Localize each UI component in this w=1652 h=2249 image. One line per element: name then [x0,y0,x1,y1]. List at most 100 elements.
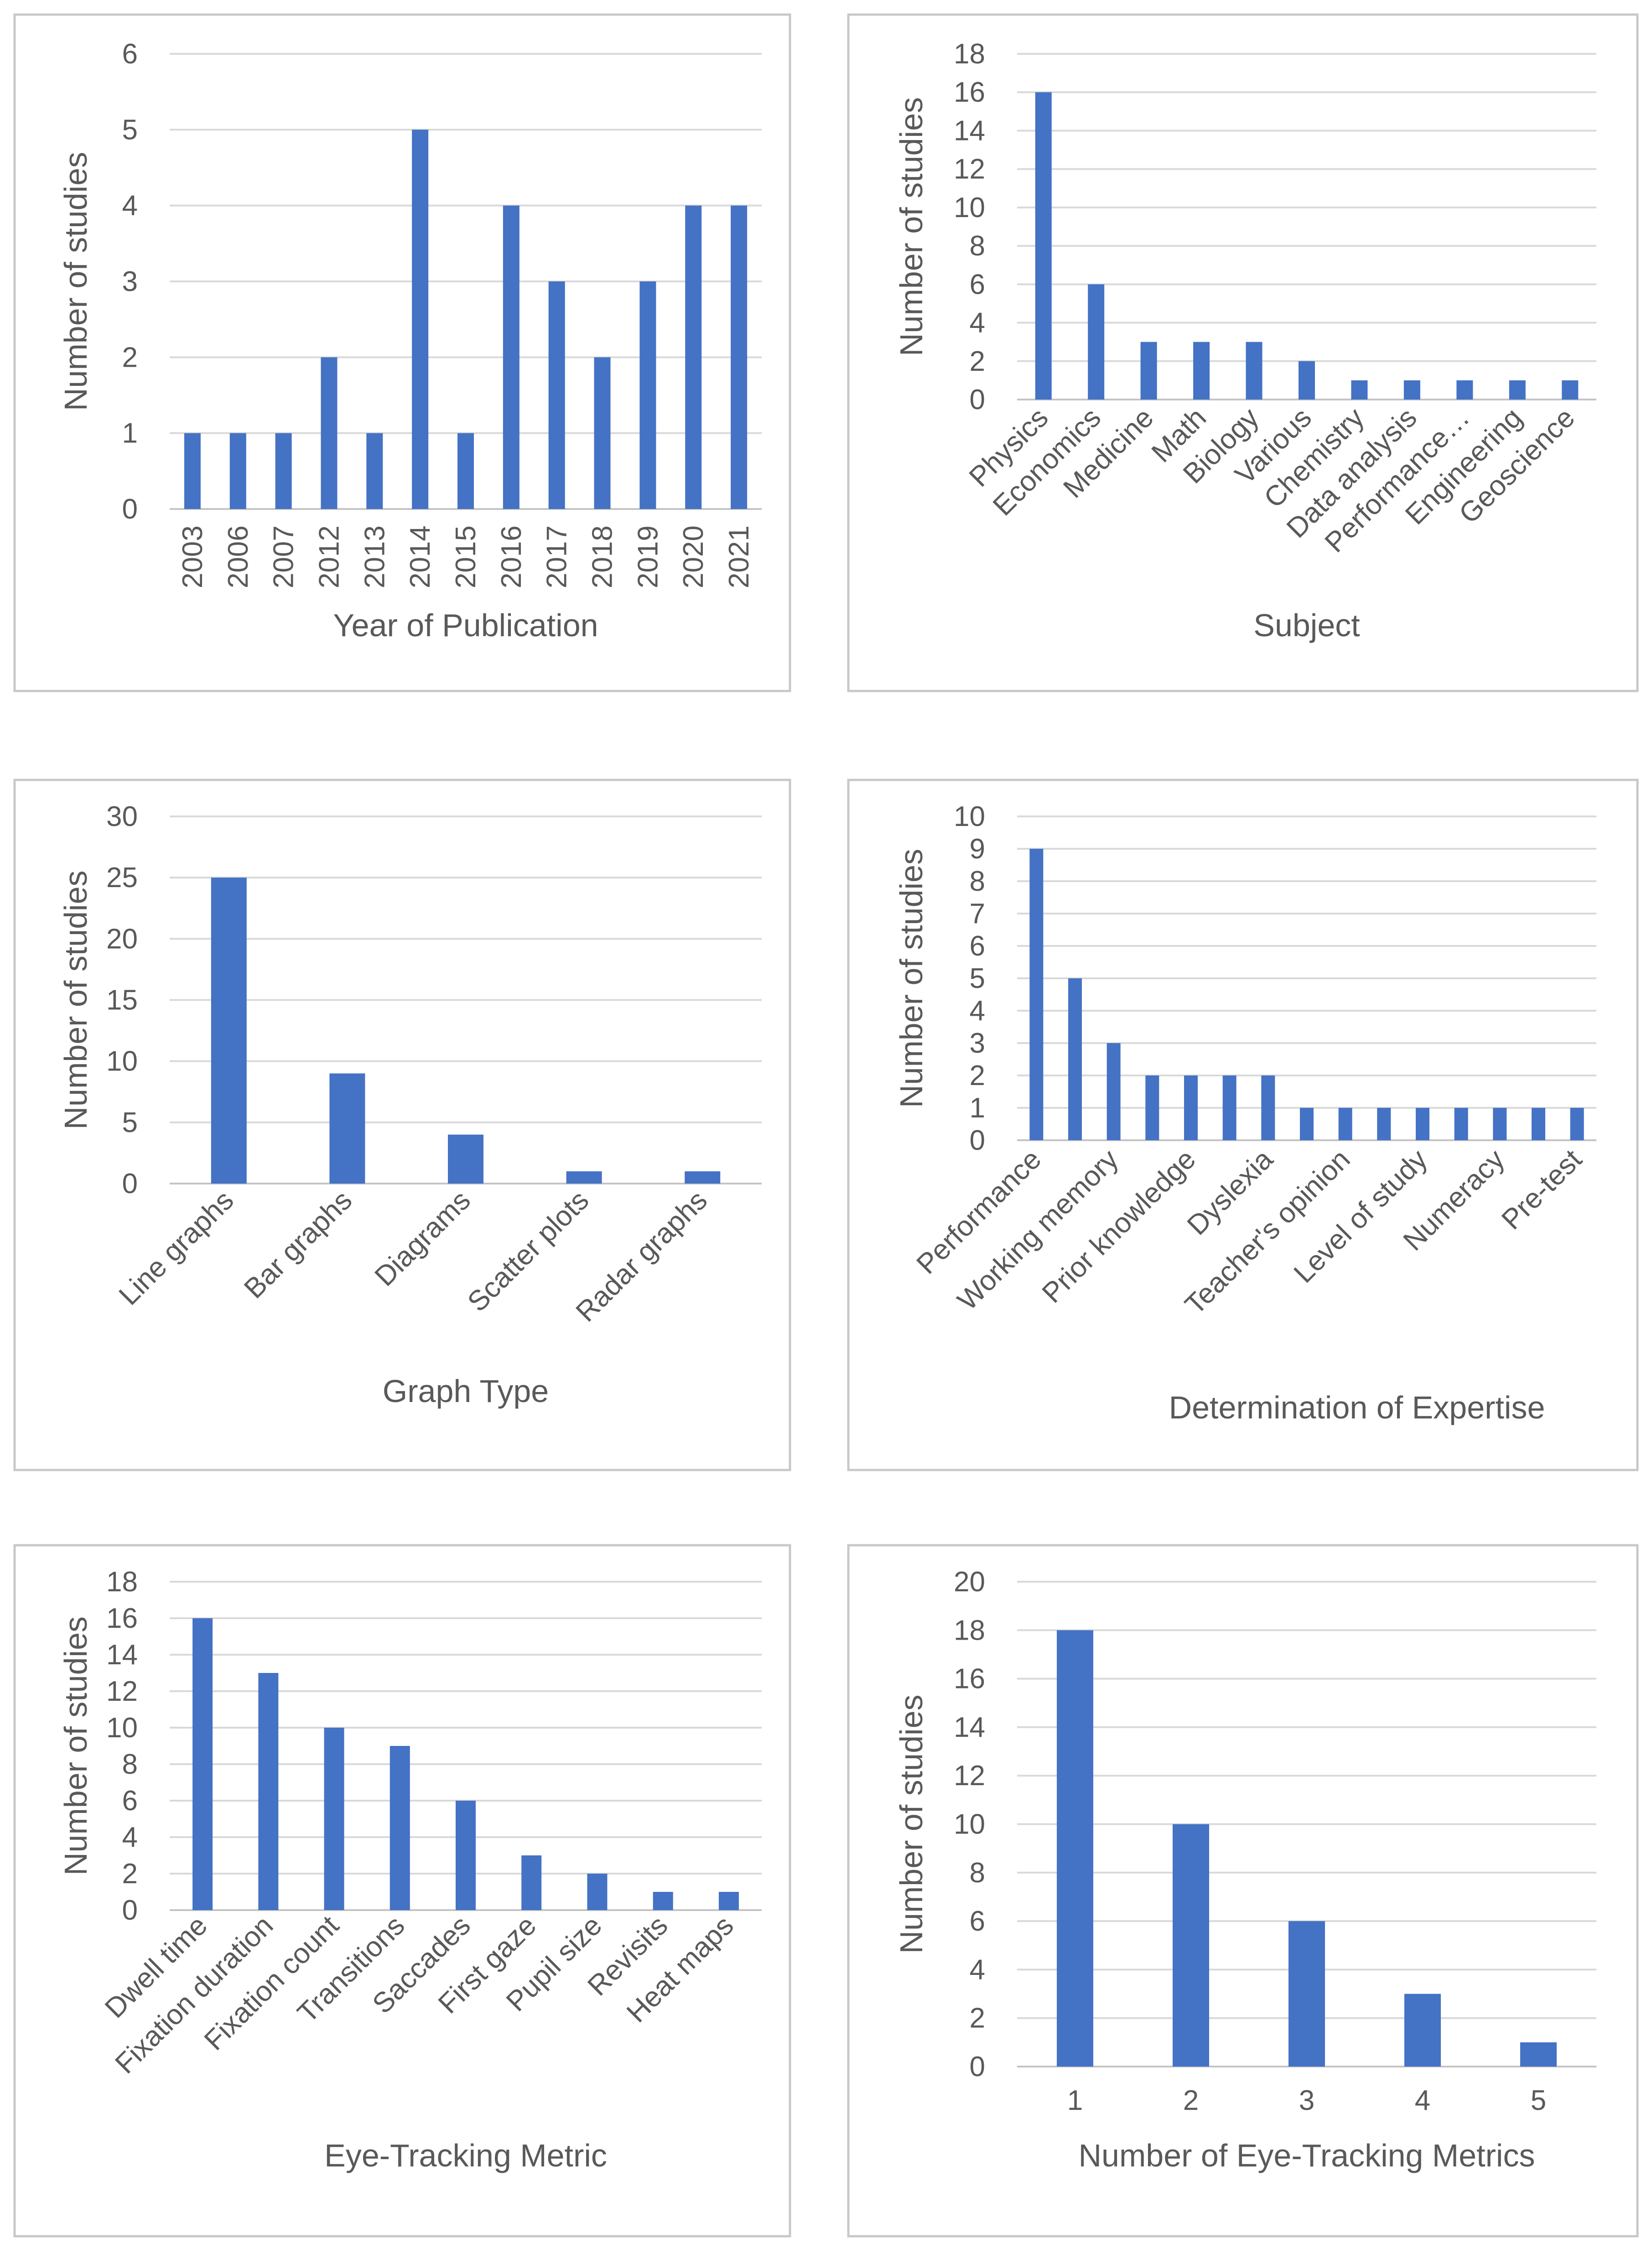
y-tick-label: 14 [954,1712,985,1743]
y-tick-label: 18 [106,1566,138,1598]
y-tick-label: 4 [122,190,138,222]
x-tick-label: 5 [1531,2085,1546,2116]
bar [1377,1108,1391,1140]
bar [324,1728,344,1910]
bar [366,433,383,509]
bar [1532,1108,1545,1140]
bar [390,1746,410,1910]
y-tick-label: 6 [970,1906,985,1937]
y-axis-title: Number of studies [894,1694,929,1953]
bar [566,1171,602,1184]
y-tick-label: 14 [106,1639,138,1671]
bar [653,1892,673,1910]
y-tick-label: 12 [954,1760,985,1792]
bar [1562,380,1579,400]
bar [184,433,201,509]
bar [1509,380,1526,400]
chart-panel-1: 0 1 2 3 4 5 6 2003 2006 2007 2012 2013 2014 2015 2016 2… [13,13,791,692]
y-tick-label: 8 [970,1857,985,1889]
y-tick-label: 6 [122,1785,138,1817]
y-tick-label: 16 [106,1603,138,1634]
y-tick-label: 14 [954,115,985,146]
y-tick-label: 6 [970,930,985,962]
bar [594,357,611,509]
y-tick-label: 15 [106,985,138,1016]
y-tick-label: 0 [970,2051,985,2083]
bar [1088,284,1105,400]
bar [1173,1824,1209,2067]
bar [457,433,474,509]
y-tick-label: 2 [122,1858,138,1890]
bar [1338,1108,1352,1140]
y-tick-label: 18 [954,1615,985,1646]
bar [1416,1108,1429,1140]
y-tick-label: 12 [106,1676,138,1707]
x-tick-label: 2007 [268,525,300,588]
y-tick-label: 10 [954,801,985,832]
bar [1068,978,1082,1140]
x-tick-label: 2003 [177,525,208,588]
bar [1288,1921,1325,2067]
y-tick-label: 16 [954,77,985,108]
bar [1140,342,1157,400]
x-tick-label: 2 [1183,2085,1199,2116]
bar [1222,1075,1236,1140]
x-tick-label: 2013 [359,525,390,588]
bar [548,281,565,509]
bar [1300,1108,1314,1140]
y-tick-label: 1 [122,418,138,449]
y-tick-label: 5 [122,1107,138,1138]
y-tick-label: 2 [122,342,138,373]
y-tick-label: 2 [970,346,985,377]
y-tick-label: 10 [954,1809,985,1840]
x-tick-label: 2014 [405,525,436,588]
y-tick-label: 4 [122,1822,138,1853]
y-tick-label: 3 [970,1028,985,1059]
x-tick-label: 2019 [632,525,664,588]
bar [1193,342,1210,400]
y-tick-label: 6 [970,269,985,300]
bar [718,1892,739,1910]
y-tick-label: 4 [970,1954,985,1985]
bar [192,1618,213,1910]
bar [521,1855,542,1910]
bar [1520,2042,1557,2067]
bar [1035,92,1052,400]
x-tick-label: 2016 [496,525,527,588]
y-tick-label: 0 [122,1168,138,1200]
bar [258,1673,279,1910]
x-tick-label: 3 [1299,2085,1314,2116]
x-tick-label: 2017 [541,525,573,588]
bar [1403,380,1420,400]
bar [1057,1630,1093,2067]
chart-frame [13,13,791,692]
bar [1493,1108,1507,1140]
y-tick-label: 8 [122,1749,138,1780]
y-axis-title: Number of studies [58,870,94,1129]
y-axis-title: Number of studies [58,152,94,411]
y-tick-label: 0 [122,1895,138,1926]
bar [1246,342,1262,400]
bar [1456,380,1473,400]
y-axis-title: Number of studies [58,1616,94,1875]
bar [503,205,519,509]
y-tick-label: 2 [970,2003,985,2034]
bar [321,357,338,509]
chart-panel-2: 024681012141618PhysicsEconomicsMedicineM… [847,13,1639,692]
y-tick-label: 4 [970,995,985,1027]
bar [456,1801,476,1910]
x-axis-title: Determination of Expertise [1169,1390,1545,1425]
y-tick-label: 0 [122,493,138,525]
x-axis-title: Subject [1253,608,1360,643]
y-tick-label: 2 [970,1060,985,1091]
bar [685,205,702,509]
x-tick-label: 2021 [723,525,755,588]
x-tick-label: 2006 [223,525,254,588]
x-axis-title: Year of Publication [333,608,598,643]
y-tick-label: 5 [122,114,138,145]
y-tick-label: 8 [970,230,985,262]
